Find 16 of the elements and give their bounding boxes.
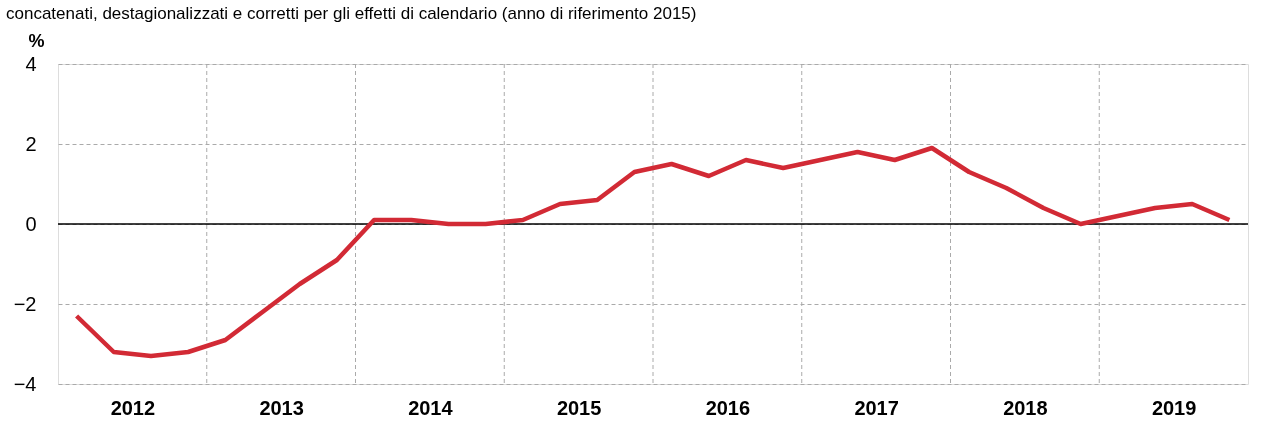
x-tick-label: 2016 (705, 396, 751, 419)
x-tick-label: 2015 (556, 396, 602, 419)
x-tick-label: 2012 (110, 396, 156, 419)
x-tick-label: 2014 (408, 396, 454, 419)
y-tick-label: 2 (25, 132, 37, 155)
chart-subtitle: concatenati, destagionalizzati e corretti per gli effetti di calendario (anno di riferimento 2015) (6, 4, 697, 23)
x-tick-label: 2013 (259, 396, 304, 419)
y-axis-title: % (28, 30, 45, 51)
y-tick-label: 4 (25, 52, 37, 75)
y-tick-label: −4 (13, 372, 37, 395)
x-tick-label: 2017 (854, 396, 899, 419)
x-tick-label: 2019 (1151, 396, 1197, 419)
y-tick-label: 0 (25, 212, 37, 235)
x-tick-label: 2018 (1003, 396, 1048, 419)
y-tick-label: −2 (13, 292, 37, 315)
line-series (74, 145, 1232, 359)
